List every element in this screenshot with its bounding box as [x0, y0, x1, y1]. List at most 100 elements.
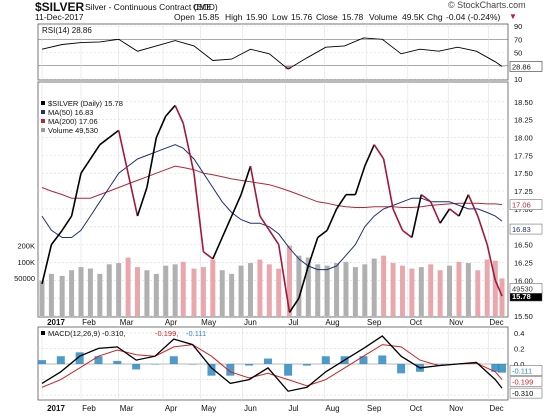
- volume-bar: [334, 263, 340, 316]
- rsi-current-box: [509, 61, 543, 72]
- price-segment: [317, 229, 328, 239]
- macd-legend: MACD(12,26,9) -0.310, -0.199, -0.111: [41, 329, 206, 338]
- price-segment: [467, 194, 479, 217]
- price-x-label: Aug: [325, 318, 339, 327]
- volume-bar: [428, 264, 434, 316]
- brand-watermark[interactable]: © StockCharts.com: [448, 0, 526, 10]
- high-value: 15.90: [246, 12, 268, 22]
- macd-signal-line: [41, 344, 503, 388]
- price-segment: [420, 194, 432, 203]
- price-segment: [494, 279, 503, 297]
- rsi-current-label: 28.86: [512, 62, 531, 71]
- macd-x-label: Feb: [82, 404, 96, 413]
- macd-histogram-bar: [113, 360, 122, 364]
- price-segment: [364, 144, 375, 167]
- change-value: -0.04 (-0.24%): [446, 12, 501, 22]
- macd-histogram-bar: [207, 364, 216, 376]
- price-segment: [174, 105, 184, 124]
- macd-x-axis: 2017 Feb Mar Apr May Jun Jul Aug Sep Oct Nov Dec: [47, 404, 504, 413]
- volume-bar: [296, 255, 302, 316]
- price-segment: [458, 194, 470, 217]
- price-segment: [354, 165, 366, 195]
- price-legend-label: MA(200) 17.06: [48, 117, 98, 126]
- macd-x-label: Nov: [449, 404, 463, 413]
- macd-legend-signal: -0.199,: [155, 329, 178, 338]
- volume-bar: [315, 264, 321, 316]
- price-segment: [146, 137, 158, 188]
- price-x-label: Mar: [120, 318, 134, 327]
- volume-bar: [59, 275, 65, 316]
- volume-y-axis: 200K 100K 50000: [14, 242, 35, 284]
- rsi-y-axis: 907050301028.86: [509, 22, 543, 84]
- macd-right-label: -0.310: [512, 389, 533, 398]
- price-legend-label: Volume 49,530: [48, 126, 98, 135]
- volume-bars: [39, 245, 505, 316]
- volume-bar: [381, 255, 387, 316]
- macd-histogram-bar: [498, 364, 506, 373]
- price-segment: [212, 237, 223, 260]
- macd-x-label: Oct: [410, 404, 423, 413]
- volume-bar: [180, 261, 186, 316]
- price-right-label: 15.78: [512, 292, 531, 301]
- price-segment: [373, 144, 385, 160]
- volume-bar: [484, 259, 490, 316]
- macd-x-label: Sep: [367, 404, 382, 413]
- macd-right-labels: -0.111-0.199 -0.310: [509, 365, 543, 399]
- price-x-label: Nov: [449, 318, 463, 327]
- price-x-label: Oct: [410, 318, 423, 327]
- ticker-symbol: $SILVER: [35, 0, 85, 14]
- open-value: 15.85: [198, 12, 220, 22]
- macd-histogram-bar: [359, 356, 368, 364]
- volume-bar: [87, 268, 93, 316]
- price-segment: [326, 208, 338, 231]
- price-segment: [182, 123, 195, 174]
- price-legend-swatch: [41, 119, 45, 123]
- price-segment: [449, 208, 460, 217]
- price-segment: [89, 144, 101, 160]
- volume-bar: [475, 270, 481, 316]
- volume-bar: [266, 264, 272, 316]
- rsi-panel: 907050301028.86 RSI(14) 28.86: [37, 22, 543, 84]
- price-right-label: 16.83: [512, 225, 531, 234]
- price-panel: 18.5018.2518.0017.7517.5017.2517.0016.75…: [14, 81, 543, 327]
- volume-bar: [106, 264, 112, 316]
- volume-bar: [144, 270, 150, 316]
- price-segment: [288, 297, 300, 313]
- volume-bar: [390, 263, 396, 316]
- price-tick-label: 16.50: [514, 241, 533, 250]
- price-tick-label: 17.75: [514, 151, 533, 160]
- price-tick-label: 17.50: [514, 169, 533, 178]
- volume-bar: [324, 265, 330, 316]
- macd-histogram-bar: [397, 364, 406, 374]
- rsi-tick-label: 10: [514, 75, 522, 84]
- price-x-axis: 2017 Feb Mar Apr May Jun Jul Aug Sep Oct Nov Dec: [47, 318, 504, 327]
- down-arrow-icon: ▼: [509, 12, 517, 21]
- volume-bar: [399, 265, 405, 316]
- price-x-label: Feb: [82, 318, 96, 327]
- rsi-legend: RSI(14) 28.86: [42, 26, 92, 35]
- price-right-label-box: [509, 223, 543, 235]
- price-segment: [298, 265, 310, 299]
- price-segment: [411, 194, 423, 238]
- macd-x-label: Mar: [120, 404, 134, 413]
- macd-histogram-bar: [132, 364, 141, 370]
- macd-right-label: -0.111: [512, 367, 532, 376]
- price-segment: [259, 215, 270, 231]
- price-right-label-box: [509, 199, 543, 210]
- price-segment: [230, 194, 242, 217]
- macd-line: [41, 335, 503, 392]
- volume-bar: [343, 261, 349, 316]
- volume-bar: [238, 265, 244, 316]
- price-segment: [165, 104, 176, 117]
- volume-bar: [48, 273, 54, 316]
- volume-bar: [78, 267, 84, 316]
- rsi-tick-label: 90: [514, 22, 522, 31]
- price-tick-label: 18.25: [514, 116, 533, 125]
- volume-bar: [492, 260, 498, 316]
- macd-x-label: May: [201, 404, 216, 413]
- price-x-label: Jun: [244, 318, 257, 327]
- price-tick-label: 18.00: [514, 134, 533, 143]
- macd-histogram-bar: [434, 364, 443, 365]
